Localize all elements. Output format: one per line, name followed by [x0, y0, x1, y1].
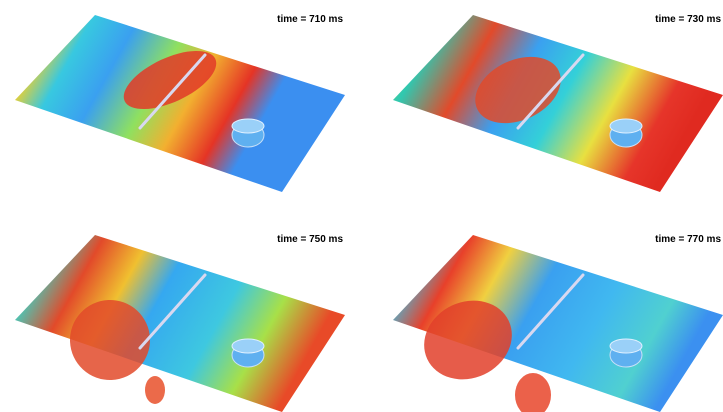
simulation-panel: time = 770 ms [393, 234, 723, 412]
plate [15, 15, 345, 192]
field-region [515, 373, 551, 412]
figure: time = 710 ms time = 730 ms time = 750 ms t… [0, 0, 723, 412]
cylinder-top [610, 339, 642, 353]
simulation-panel: time = 750 ms [15, 234, 345, 412]
simulation-panel: time = 710 ms [15, 14, 345, 192]
plate [15, 235, 345, 412]
time-label: time = 710 ms [277, 14, 343, 25]
simulation-panel: time = 730 ms [393, 14, 723, 192]
time-label: time = 730 ms [655, 14, 721, 25]
plate [393, 15, 723, 192]
cylinder-top [610, 119, 642, 133]
field-region [145, 376, 165, 404]
time-label: time = 770 ms [655, 234, 721, 245]
cylinder-top [232, 339, 264, 353]
time-label: time = 750 ms [277, 234, 343, 245]
cylinder-top [232, 119, 264, 133]
